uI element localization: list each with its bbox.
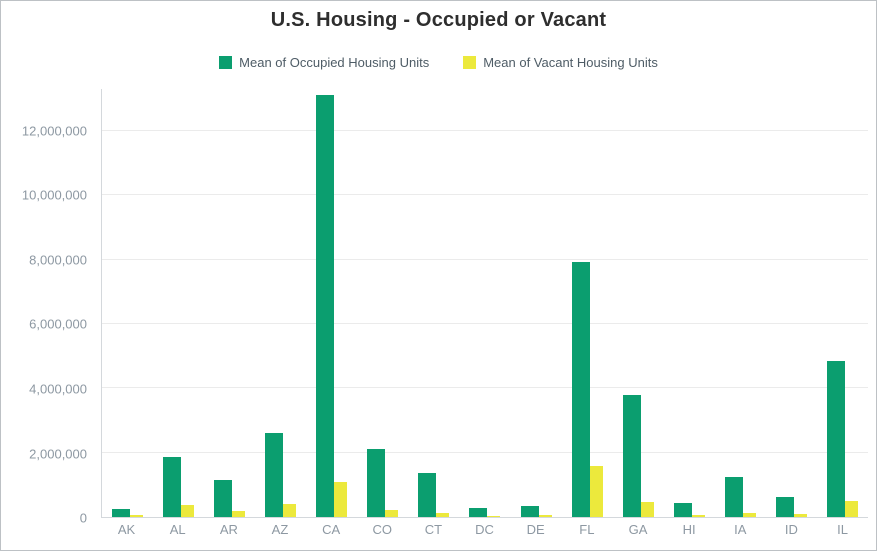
bar-occupied-CO[interactable] — [367, 449, 386, 517]
x-tick-label-FL: FL — [579, 522, 595, 537]
x-tick-label-IA: IA — [734, 522, 747, 537]
gridline — [102, 129, 868, 131]
bar-vacant-IL[interactable] — [844, 501, 858, 517]
bar-vacant-CT[interactable] — [436, 513, 450, 517]
bar-occupied-HI[interactable] — [673, 502, 692, 517]
bar-vacant-AR[interactable] — [232, 510, 246, 517]
bar-group-GA — [613, 89, 664, 517]
y-tick-label: 12,000,000 — [21, 123, 87, 139]
bar-vacant-DC[interactable] — [487, 515, 501, 517]
bar-vacant-IA[interactable] — [742, 513, 756, 517]
plot-area — [101, 89, 868, 518]
y-tick-label: 4,000,000 — [29, 381, 87, 397]
legend-item-occupied[interactable]: Mean of Occupied Housing Units — [219, 55, 429, 70]
x-tick-label-CA: CA — [322, 522, 341, 537]
chart-area: 0 2,000,000 4,000,000 6,000,000 8,000,000 10,… — [11, 89, 868, 526]
bar-occupied-FL[interactable] — [571, 261, 590, 517]
x-tick-label-CT: CT — [424, 522, 443, 537]
bar-vacant-FL[interactable] — [589, 465, 603, 517]
bar-group-CA — [306, 89, 357, 517]
x-tick-label-HI: HI — [682, 522, 696, 537]
bar-group-ID — [766, 89, 817, 517]
bar-groups — [102, 89, 868, 517]
gridline — [102, 258, 868, 260]
occupied-swatch-icon — [219, 56, 233, 69]
bar-group-HI — [664, 89, 715, 517]
bar-group-IA — [715, 89, 766, 517]
legend-label-vacant: Mean of Vacant Housing Units — [483, 55, 658, 70]
vacant-swatch-icon — [463, 56, 477, 69]
bar-group-AZ — [255, 89, 306, 517]
y-axis: 0 2,000,000 4,000,000 6,000,000 8,000,000 10,… — [11, 89, 93, 525]
bar-occupied-AZ[interactable] — [265, 433, 284, 517]
bar-vacant-ID[interactable] — [793, 514, 807, 517]
x-axis: AK AL AR AZ CA CO CT DC DE FL GA HI IA ID IL — [101, 522, 868, 537]
x-tick-label-AL: AL — [169, 522, 186, 537]
bar-vacant-DE[interactable] — [538, 515, 552, 517]
bar-vacant-CO[interactable] — [385, 509, 399, 517]
bar-occupied-AR[interactable] — [214, 480, 233, 517]
bar-occupied-GA[interactable] — [622, 394, 641, 517]
bar-group-DE — [511, 89, 562, 517]
bar-occupied-DC[interactable] — [469, 508, 488, 517]
bar-vacant-AL[interactable] — [181, 504, 195, 517]
bar-occupied-DE[interactable] — [520, 505, 539, 517]
bar-group-DC — [459, 89, 510, 517]
bar-group-CO — [357, 89, 408, 517]
x-tick-label-DE: DE — [526, 522, 545, 537]
gridline — [102, 387, 868, 389]
bar-occupied-CT[interactable] — [418, 472, 437, 517]
x-tick-label-DC: DC — [475, 522, 494, 537]
x-tick-label-AZ: AZ — [271, 522, 289, 537]
gridline — [102, 322, 868, 324]
legend: Mean of Occupied Housing Units Mean of V… — [1, 55, 876, 70]
bar-vacant-HI[interactable] — [691, 514, 705, 517]
bar-vacant-CA[interactable] — [334, 481, 348, 517]
y-tick-label: 10,000,000 — [21, 187, 87, 203]
bar-group-IL — [817, 89, 868, 517]
bar-occupied-AK[interactable] — [112, 509, 131, 517]
gridline — [102, 451, 868, 453]
y-tick-label: 2,000,000 — [29, 446, 87, 461]
bar-occupied-ID[interactable] — [775, 497, 794, 517]
x-tick-label-AK: AK — [117, 522, 136, 537]
bar-occupied-AL[interactable] — [163, 457, 182, 517]
bar-occupied-IL[interactable] — [826, 360, 845, 517]
bar-group-AL — [153, 89, 204, 517]
y-tick-label: 8,000,000 — [29, 252, 87, 268]
bar-group-AR — [204, 89, 255, 517]
y-tick-label: 6,000,000 — [29, 316, 87, 332]
y-tick-label: 0 — [79, 510, 87, 526]
x-tick-label-CO: CO — [372, 522, 393, 537]
gridline — [102, 194, 868, 196]
bar-vacant-AZ[interactable] — [283, 504, 297, 517]
bar-group-FL — [562, 89, 613, 517]
bar-occupied-CA[interactable] — [316, 95, 335, 517]
x-tick-label-AR: AR — [219, 522, 238, 537]
chart-title: U.S. Housing - Occupied or Vacant — [270, 9, 607, 31]
bar-group-AK — [102, 89, 153, 517]
x-tick-label-ID: ID — [784, 522, 798, 537]
bar-vacant-AK[interactable] — [130, 515, 144, 517]
bar-vacant-GA[interactable] — [640, 501, 654, 517]
x-tick-label-IL: IL — [837, 522, 848, 537]
x-tick-label-GA: GA — [628, 522, 648, 537]
bar-occupied-IA[interactable] — [724, 476, 743, 517]
legend-item-vacant[interactable]: Mean of Vacant Housing Units — [463, 55, 658, 70]
bar-group-CT — [408, 89, 459, 517]
legend-label-occupied: Mean of Occupied Housing Units — [239, 55, 430, 70]
